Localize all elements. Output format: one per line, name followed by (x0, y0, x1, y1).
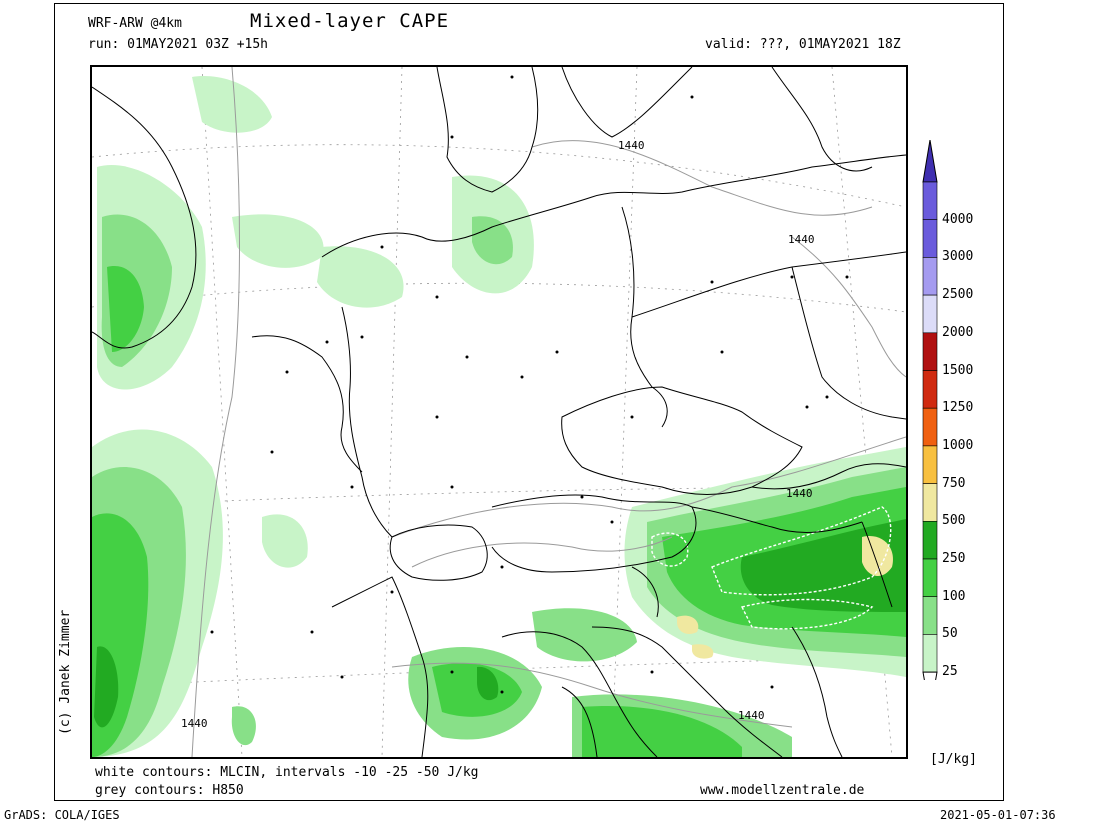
colorbar-swatch (922, 558, 938, 598)
colorbar-tick-label: 250 (942, 551, 966, 566)
colorbar-tick-label: 1250 (942, 400, 974, 416)
map-panel: 1440 1440 1440 1440 1440 (90, 65, 908, 759)
colorbar-swatch (922, 181, 938, 221)
timestamp: 2021-05-01-07:36 (940, 808, 1056, 822)
colorbar-tick-label: 750 (942, 475, 966, 491)
h850-label: 1440 (738, 709, 765, 722)
colorbar-tick-label: 2500 (942, 287, 974, 303)
colorbar-tick-label: 4000 (942, 211, 974, 227)
colorbar (922, 140, 938, 680)
model-label: WRF-ARW @4km (88, 16, 182, 31)
colorbar-swatch (922, 294, 938, 334)
author-credit: (c) Janek Zimmer (58, 609, 73, 735)
figure-frame (54, 3, 1004, 801)
colorbar-tick-label: 1500 (942, 362, 974, 378)
colorbar-unit: [J/kg] (930, 752, 977, 767)
colorbar-tick-label: 1000 (942, 437, 974, 453)
mlcin-legend: white contours: MLCIN, intervals -10 -25… (95, 765, 479, 780)
cape-shading (92, 76, 906, 757)
colorbar-tick-label: 2000 (942, 324, 974, 340)
colorbar-tick-label: 3000 (942, 249, 974, 265)
colorbar-swatch (922, 483, 938, 522)
run-label: run: 01MAY2021 03Z +15h (88, 37, 269, 52)
colorbar-swatch (922, 445, 938, 484)
h850-label: 1440 (181, 717, 208, 730)
colorbar-swatch (922, 596, 938, 635)
colorbar-top-triangle (922, 140, 938, 183)
colorbar-tick-label: 100 (942, 588, 966, 604)
city-dots (210, 75, 849, 694)
borders (92, 67, 906, 757)
valid-label: valid: ???, 01MAY2021 18Z (705, 37, 901, 52)
h850-label: 1440 (786, 487, 813, 500)
grads-credit: GrADS: COLA/IGES (4, 808, 120, 822)
colorbar-tick-label: 50 (942, 626, 958, 642)
h850-contours (191, 67, 906, 757)
colorbar-tick-label: 25 (942, 664, 958, 680)
mlcin-contours (651, 506, 892, 630)
h850-label: 1440 (618, 139, 645, 152)
website: www.modellzentrale.de (700, 783, 865, 798)
h850-label: 1440 (788, 233, 815, 246)
colorbar-swatch (922, 407, 938, 447)
colorbar-swatch (922, 520, 938, 560)
colorbar-swatch (922, 219, 938, 258)
colorbar-swatch (922, 370, 938, 409)
colorbar-swatch (922, 634, 938, 673)
h850-legend: grey contours: H850 (95, 783, 244, 798)
colorbar-swatch (922, 332, 938, 371)
chart-title: Mixed-layer CAPE (250, 10, 450, 32)
colorbar-bottom-triangle (922, 671, 938, 680)
colorbar-tick-label: 500 (942, 513, 966, 529)
colorbar-swatch (922, 257, 938, 296)
